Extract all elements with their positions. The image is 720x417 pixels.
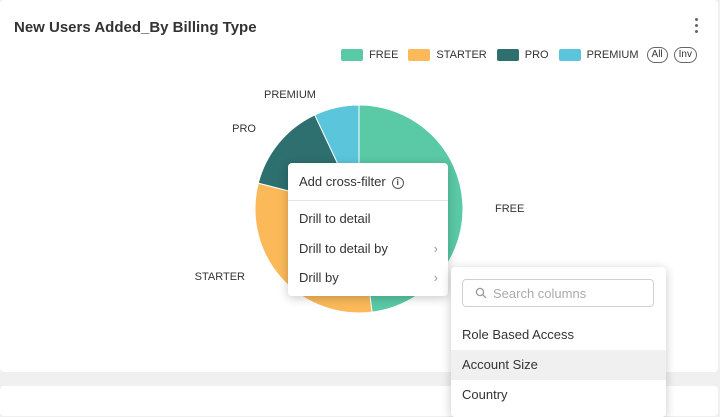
drill-by-menu-item[interactable]: Drill by › — [288, 263, 448, 293]
legend-invert-button[interactable]: Inv — [673, 47, 697, 63]
legend-swatch — [496, 49, 519, 61]
chevron-right-icon: › — [433, 270, 438, 285]
column-option-label: Account Size — [462, 357, 538, 372]
info-icon: i — [391, 177, 404, 189]
legend-item-free[interactable]: FREE — [341, 49, 398, 61]
slice-label-free: FREE — [495, 203, 524, 215]
legend-swatch — [408, 49, 431, 61]
drill-to-detail-by-menu-item[interactable]: Drill to detail by › — [288, 234, 448, 264]
legend-label: PRO — [524, 49, 549, 61]
legend-item-pro[interactable]: PRO — [496, 49, 549, 61]
drill-to-detail-menu-item[interactable]: Drill to detail — [288, 204, 448, 234]
menu-item-label: Drill to detail by — [299, 241, 388, 256]
legend-swatch — [341, 49, 364, 61]
chart-title: New Users Added_By Billing Type — [14, 19, 257, 36]
column-option-account-size[interactable]: Account Size — [451, 350, 666, 380]
legend-label: FREE — [369, 49, 399, 61]
chevron-right-icon: › — [433, 241, 438, 256]
column-option-country[interactable]: Country — [451, 380, 666, 410]
column-option-role-based-access[interactable]: Role Based Access — [451, 320, 666, 350]
drill-by-submenu: Role Based Access Account Size Country — [451, 267, 666, 417]
menu-item-label: Drill by — [299, 270, 339, 285]
slice-label-premium: PREMIUM — [264, 89, 316, 101]
search-columns-field[interactable] — [462, 279, 654, 307]
menu-item-label: Drill to detail — [299, 211, 371, 226]
add-cross-filter-menu-item[interactable]: Add cross-filter i — [288, 167, 448, 197]
legend-item-premium[interactable]: PREMIUM — [558, 49, 639, 61]
legend-label: STARTER — [436, 49, 487, 61]
legend-swatch — [558, 49, 581, 61]
more-options-icon[interactable] — [690, 18, 702, 38]
chart-legend: FREE STARTER PRO PREMIUM All Inv — [341, 47, 697, 63]
search-icon — [475, 287, 487, 299]
slice-label-starter: STARTER — [195, 271, 245, 283]
chart-context-menu: Add cross-filter i Drill to detail Drill … — [288, 163, 448, 296]
column-option-label: Role Based Access — [462, 327, 575, 342]
legend-item-starter[interactable]: STARTER — [408, 49, 487, 61]
search-columns-input[interactable] — [493, 285, 643, 301]
legend-label: PREMIUM — [586, 49, 639, 61]
slice-label-pro: PRO — [232, 123, 256, 135]
legend-select-all-button[interactable]: All — [646, 47, 668, 63]
menu-item-label: Add cross-filter — [299, 174, 386, 189]
menu-divider — [288, 200, 448, 201]
column-option-label: Country — [462, 387, 508, 402]
